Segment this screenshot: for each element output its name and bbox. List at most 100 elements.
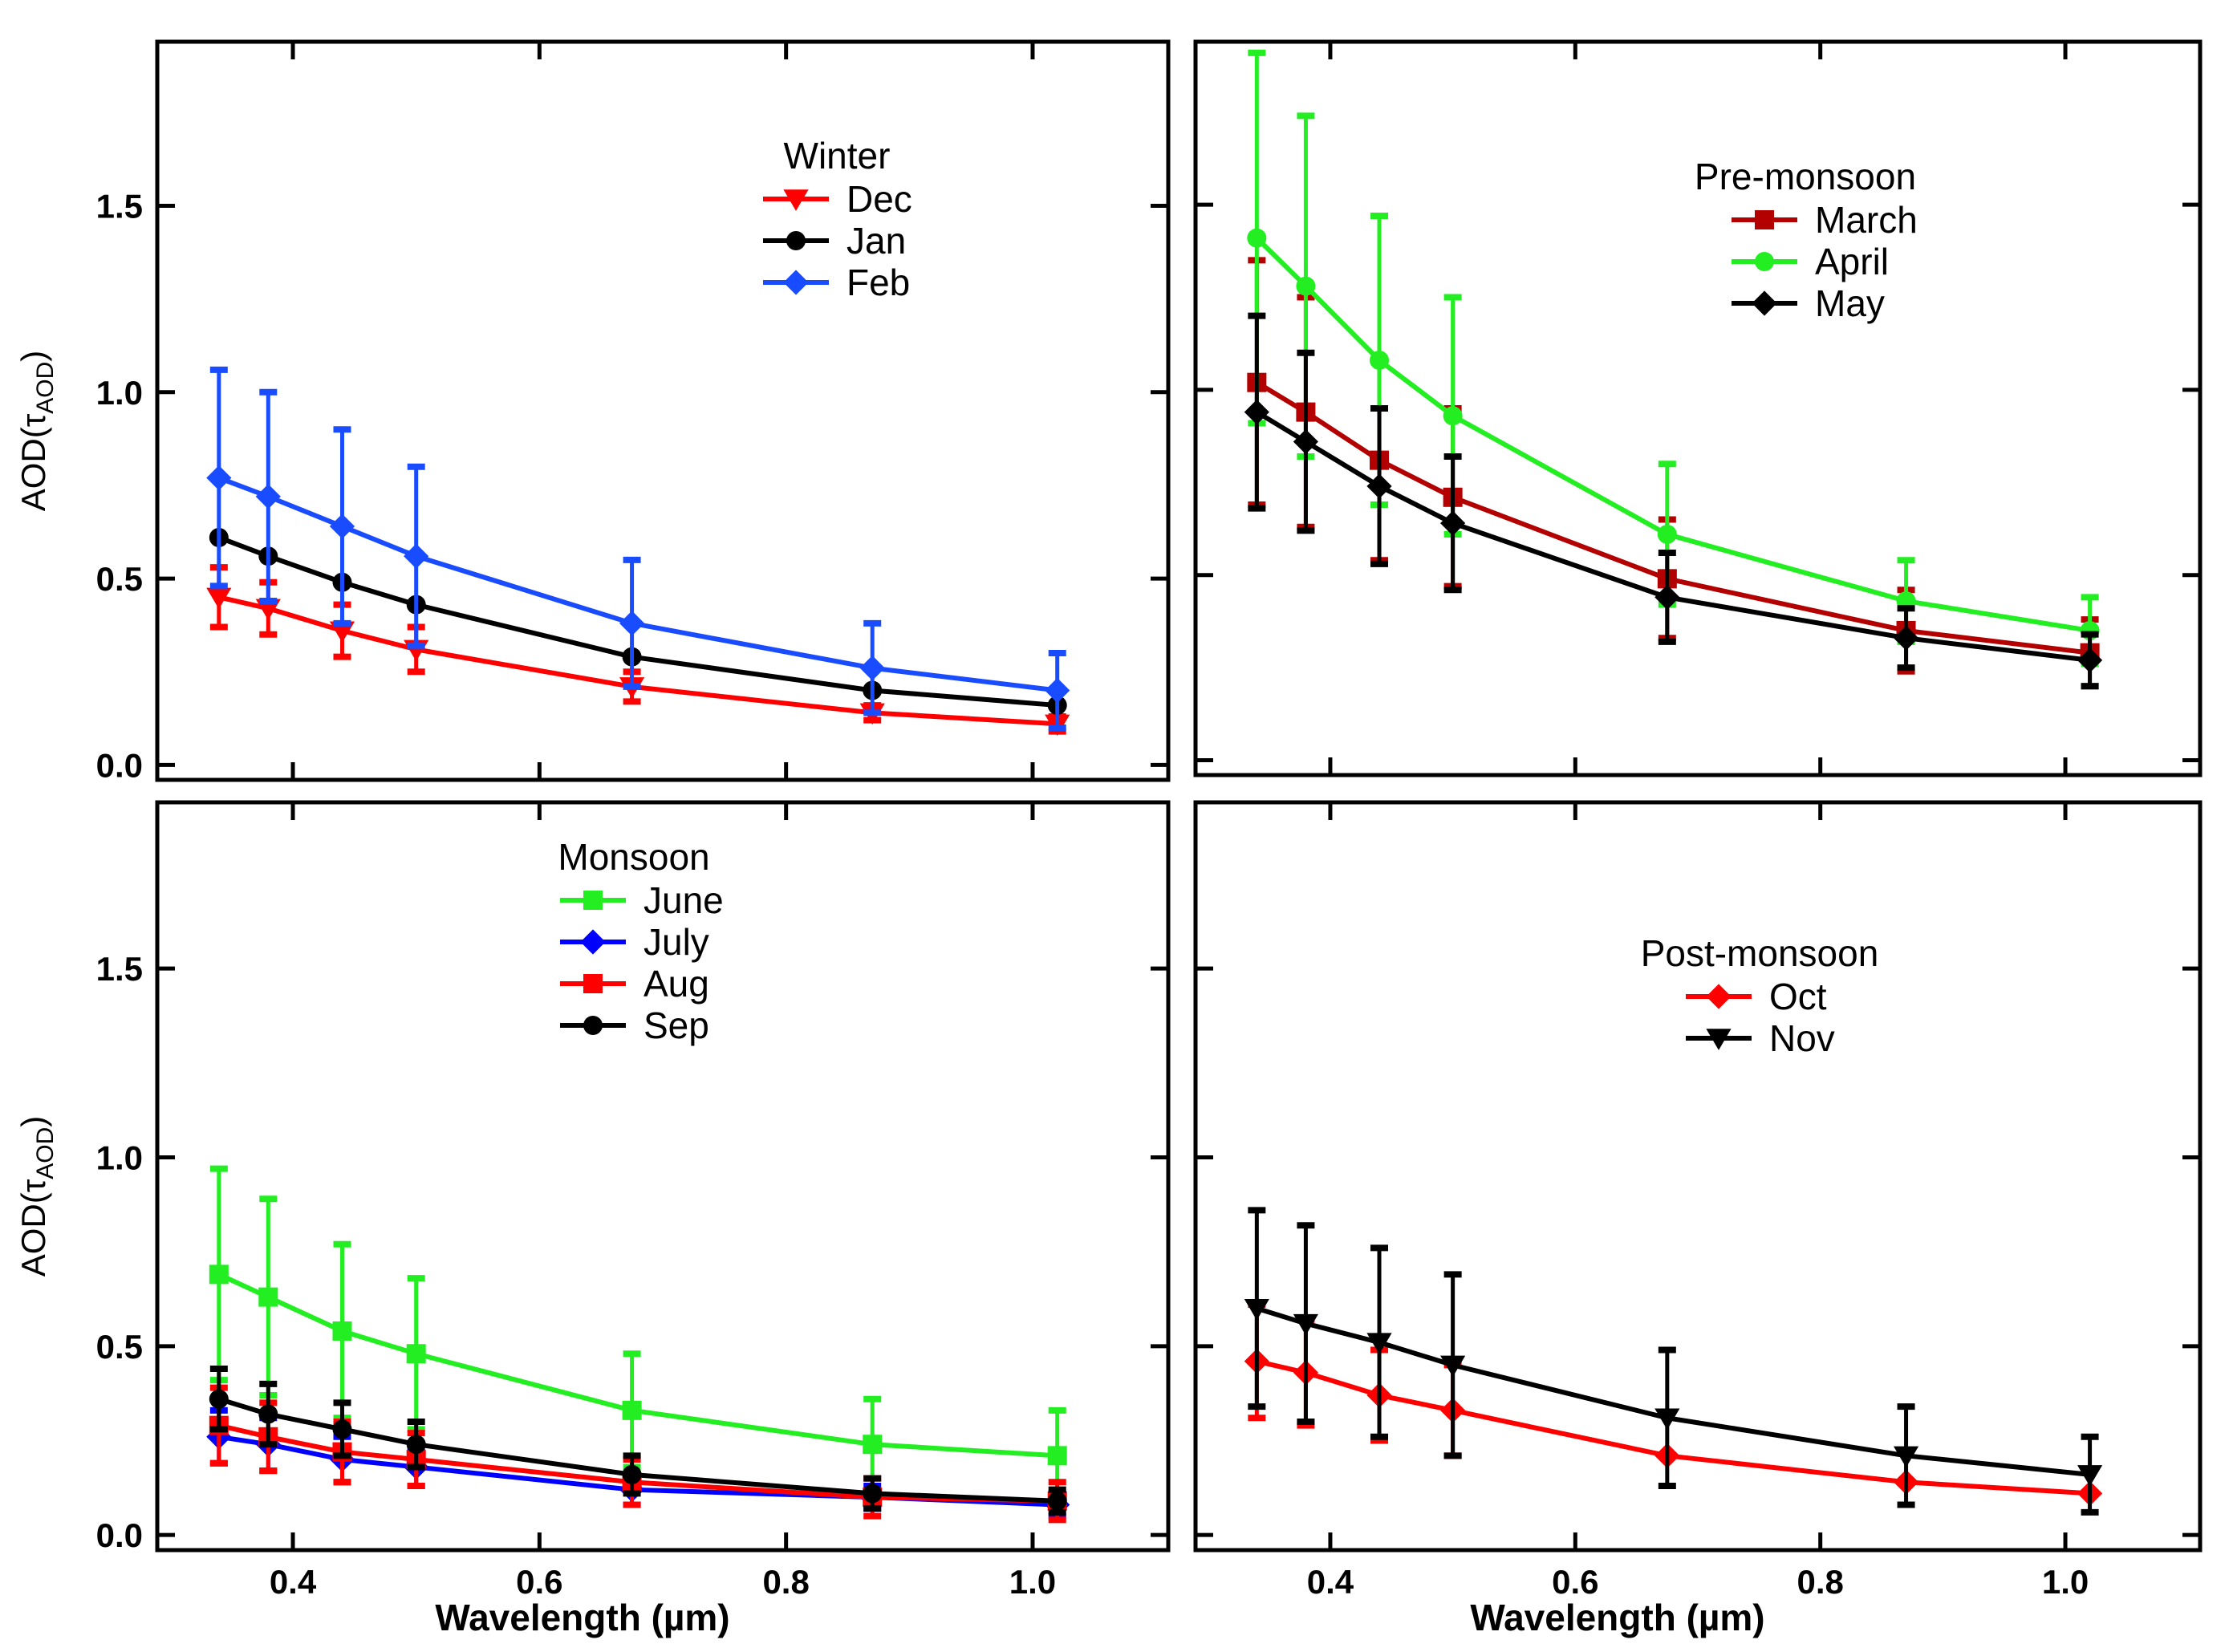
- legend-swatch-marker: [1755, 252, 1774, 271]
- series-march: [1247, 257, 2100, 690]
- y-tick-label: 0.5: [96, 560, 143, 598]
- legend-title: Post-monsoon: [1641, 932, 1879, 974]
- chart-panel-bottom-left: 0.0 0.5 1.0 1.5 0.4 0.6 0.8 1.0 AOD(τAOD) Wavelen…: [14, 800, 1171, 1638]
- legend-swatch-marker: [783, 189, 809, 211]
- legend-title: Winter: [784, 135, 891, 177]
- data-point: [859, 656, 885, 681]
- series-nov: [1244, 1207, 2103, 1516]
- legend-swatch-marker: [1752, 290, 1777, 316]
- y-tick-label: 1.5: [96, 950, 143, 988]
- legend-swatch-marker: [583, 1016, 603, 1035]
- legend-swatch-marker: [783, 270, 809, 295]
- data-point: [2077, 647, 2103, 673]
- data-point: [1893, 1446, 1919, 1468]
- y-axis-title: AOD(τAOD): [14, 351, 59, 512]
- data-point: [1440, 1355, 1466, 1378]
- data-point: [1366, 1333, 1392, 1354]
- series-feb: [206, 366, 1070, 731]
- legend-swatch-marker: [580, 929, 606, 955]
- y-tick-label: 0.5: [96, 1328, 143, 1366]
- x-tick-label: 0.8: [1797, 1563, 1843, 1601]
- data-point: [332, 1419, 352, 1439]
- plot-frame: [155, 800, 1171, 1553]
- x-tick-label: 1.0: [2042, 1563, 2089, 1601]
- legend-entry-label: Oct: [1769, 976, 1827, 1017]
- data-point: [1047, 1491, 1067, 1511]
- data-point: [863, 1435, 883, 1455]
- legend-entry-label: Dec: [847, 178, 912, 220]
- data-point: [619, 611, 645, 636]
- legend-entry-label: March: [1815, 199, 1918, 241]
- x-tick-label: 0.6: [1552, 1563, 1598, 1601]
- y-tick-label: 0.0: [96, 1516, 143, 1554]
- data-point: [1244, 400, 1269, 425]
- y-tick-label: 0.0: [96, 746, 143, 784]
- x-tick-label: 0.6: [516, 1563, 562, 1601]
- x-tick-label: 0.8: [762, 1563, 809, 1601]
- legend-entry-label: July: [644, 921, 709, 963]
- legend-title: Monsoon: [558, 836, 709, 878]
- x-tick-label: 1.0: [1009, 1563, 1056, 1601]
- data-point: [332, 1321, 352, 1341]
- x-tick-label: 0.4: [270, 1563, 317, 1601]
- data-point: [255, 599, 281, 621]
- data-point: [209, 1389, 229, 1409]
- series-april: [1247, 49, 2100, 668]
- data-point: [1657, 524, 1677, 544]
- legend-swatch-marker: [786, 231, 806, 250]
- data-point: [622, 1400, 642, 1420]
- data-point: [258, 1404, 278, 1424]
- series-line: [1256, 1358, 2090, 1496]
- y-axis-title: AOD(τAOD): [14, 1116, 59, 1277]
- data-point: [1443, 406, 1463, 426]
- data-point: [1893, 625, 1919, 651]
- data-point: [329, 513, 355, 539]
- data-point: [1244, 1299, 1269, 1321]
- data-point: [1654, 584, 1680, 611]
- data-point: [1654, 1408, 1680, 1431]
- data-point: [1047, 1446, 1067, 1466]
- y-tick-label: 1.0: [96, 374, 143, 412]
- data-point: [258, 1287, 278, 1307]
- data-point: [1440, 510, 1466, 536]
- legend-swatch-marker: [583, 891, 603, 910]
- legend-entry-label: Aug: [644, 963, 709, 1005]
- data-point: [209, 1264, 229, 1285]
- data-point: [1296, 276, 1316, 296]
- data-point: [255, 484, 281, 509]
- data-point: [1045, 677, 1070, 704]
- legend-entry-label: Jan: [847, 220, 906, 262]
- data-point: [863, 1484, 883, 1504]
- legend-entry-label: May: [1815, 282, 1885, 324]
- data-point: [2077, 1465, 2103, 1487]
- data-point: [329, 621, 355, 643]
- data-point: [622, 1464, 642, 1484]
- legend-entry-label: Nov: [1769, 1017, 1835, 1059]
- y-tick-label: 1.5: [96, 187, 143, 225]
- legend-entry-label: April: [1815, 241, 1889, 282]
- legend-swatch-marker: [1706, 1029, 1732, 1050]
- data-point: [406, 1435, 426, 1455]
- legend-entry-label: Feb: [847, 262, 910, 303]
- chart-panel-bottom-right: 0.4 0.6 0.8 1.0 Wavelength (µm) Post-monsoonO…: [1193, 800, 2203, 1638]
- x-axis-title: Wavelength (µm): [1470, 1597, 1764, 1638]
- x-axis-title: Wavelength (µm): [435, 1597, 729, 1638]
- legend-swatch-marker: [1755, 210, 1774, 229]
- legend-entry-label: Sep: [644, 1005, 709, 1046]
- data-point: [404, 543, 429, 569]
- data-point: [1293, 428, 1319, 455]
- data-point: [1370, 350, 1390, 370]
- legend-entry-label: June: [644, 879, 724, 921]
- data-point: [406, 1344, 426, 1364]
- plot-frame: [1193, 39, 2203, 777]
- legend-swatch-marker: [583, 974, 603, 993]
- plot-frame: [1193, 800, 2203, 1553]
- data-point: [206, 587, 232, 610]
